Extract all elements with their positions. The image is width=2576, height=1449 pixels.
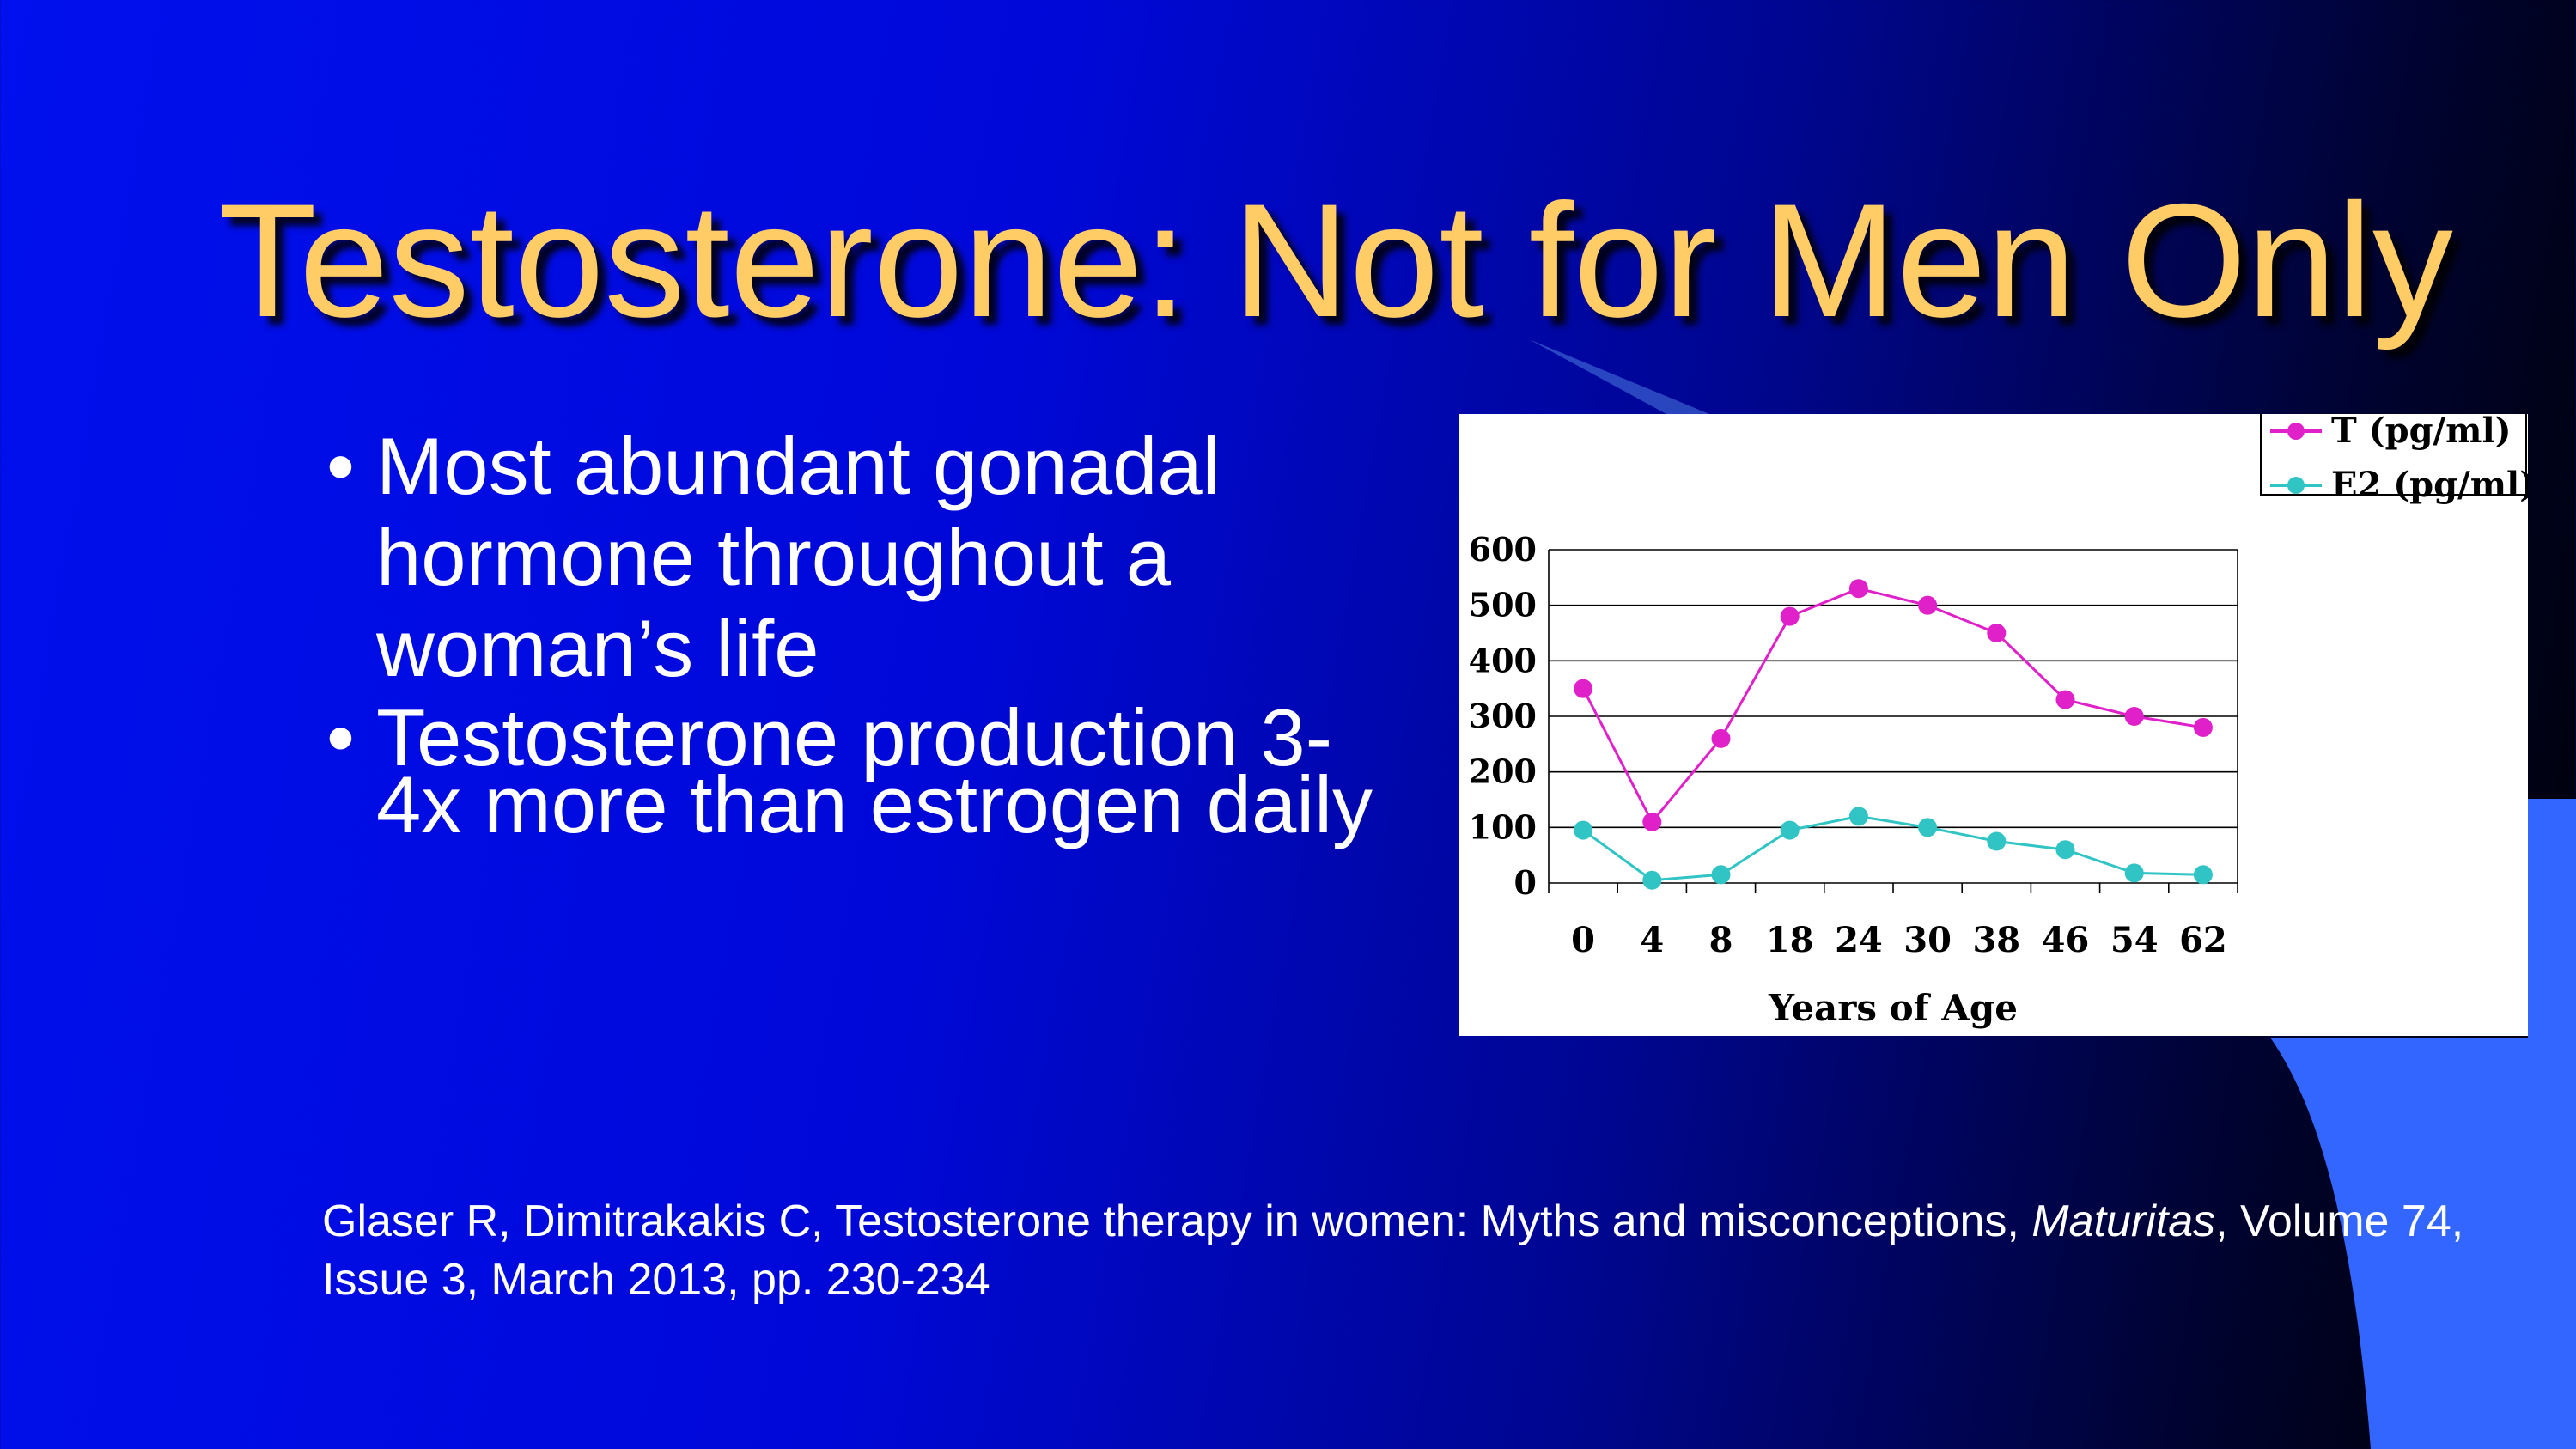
data-point	[1848, 807, 1868, 826]
y-tick-label: 100	[1469, 807, 1537, 846]
data-point	[1574, 820, 1593, 840]
y-tick-label: 500	[1469, 586, 1537, 624]
legend-marker	[2287, 423, 2305, 440]
bullet-item: • Testosterone production 3-4x more than…	[326, 692, 1374, 845]
x-tick-label: 18	[1766, 920, 1814, 960]
bullet-text: Most abundant gonadal hormone throughout…	[376, 421, 1221, 693]
data-point	[1780, 820, 1800, 840]
data-point	[2055, 690, 2075, 709]
slide-title: Testosterone: Not for Men Only	[218, 170, 2453, 350]
bullet-text: Testosterone production 3-4x more than e…	[376, 692, 1373, 849]
corner-swoosh	[2270, 799, 2576, 1449]
hormone-line-chart: 0 100 200 300 400 500 600 0 4 8 18 24 30 38 46 54 62 Year…	[1469, 414, 2528, 1029]
legend-marker	[2287, 477, 2305, 494]
legend-label: T (pg/ml)	[2331, 414, 2512, 451]
light-streak	[1529, 339, 1709, 414]
citation-journal: Maturitas	[2031, 1196, 2216, 1246]
data-point	[2124, 707, 2144, 726]
y-tick-label: 0	[1514, 863, 1537, 902]
series-line	[1581, 587, 2204, 825]
x-tick-label: 38	[1972, 920, 2020, 960]
x-tick-label: 8	[1709, 920, 1733, 960]
data-point	[1848, 579, 1868, 599]
data-point	[1987, 624, 2007, 642]
data-point	[2124, 863, 2144, 883]
x-tick-label: 54	[2110, 920, 2159, 960]
data-point	[2193, 717, 2213, 737]
x-axis-title: Years of Age	[1768, 987, 2018, 1029]
chart-panel: 0 100 200 300 400 500 600 0 4 8 18 24 30 38 46 54 62 Year…	[1459, 414, 2528, 1036]
bullet-marker: •	[326, 692, 355, 782]
data-point	[1574, 679, 1593, 698]
data-point	[1711, 865, 1731, 885]
bullet-list: • Most abundant gonadal hormone througho…	[326, 421, 1374, 845]
legend-box	[2260, 414, 2527, 496]
citation-authors-title: Glaser R, Dimitrakakis C, Testosterone t…	[322, 1196, 2032, 1246]
data-point	[2055, 840, 2075, 860]
x-tick-label: 30	[1903, 920, 1952, 960]
data-point	[1918, 818, 1938, 837]
bullet-item: • Most abundant gonadal hormone througho…	[326, 421, 1374, 694]
bullet-marker: •	[326, 421, 355, 511]
legend-label: E2 (pg/ml)	[2331, 465, 2528, 505]
data-point	[1642, 812, 1662, 831]
x-tick-label: 0	[1571, 920, 1595, 960]
data-point	[1780, 606, 1800, 626]
x-tick-label: 46	[2042, 920, 2090, 960]
y-tick-label: 600	[1469, 530, 1537, 569]
y-tick-label: 400	[1469, 641, 1537, 679]
data-point	[1642, 870, 1662, 890]
data-point	[1987, 831, 2007, 851]
x-tick-label: 24	[1835, 920, 1883, 960]
data-point	[2193, 865, 2213, 885]
y-tick-label: 200	[1469, 752, 1537, 791]
data-point	[1711, 728, 1731, 748]
series-line	[1582, 814, 2203, 882]
citation: Glaser R, Dimitrakakis C, Testosterone t…	[322, 1192, 2521, 1309]
y-tick-label: 300	[1469, 697, 1537, 735]
x-tick-label: 4	[1640, 920, 1664, 960]
citation-volume: , Volume 74, Issue 3, March 2013, pp. 23…	[322, 1196, 2464, 1305]
x-tick-label: 62	[2179, 920, 2227, 960]
data-point	[1918, 595, 1938, 615]
